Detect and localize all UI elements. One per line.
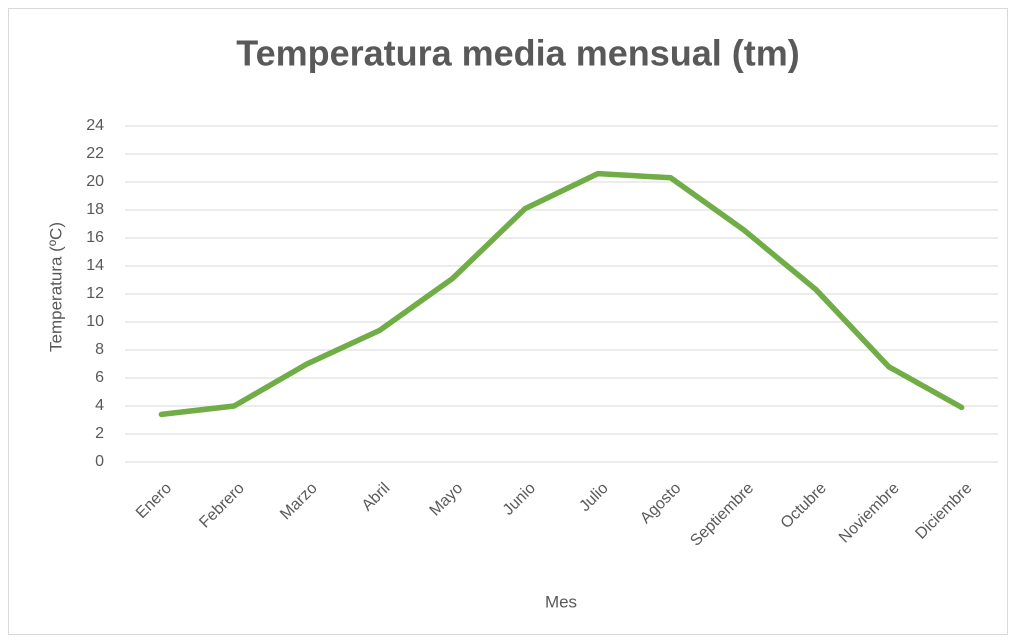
y-tick-label: 0 bbox=[95, 453, 104, 470]
y-axis-title: Temperatura (ºC) bbox=[46, 222, 65, 352]
y-tick-label: 6 bbox=[95, 369, 104, 386]
y-tick-label: 22 bbox=[86, 145, 104, 162]
y-tick-label: 18 bbox=[86, 201, 104, 218]
chart-title: Temperatura media mensual (tm) bbox=[236, 33, 799, 74]
y-tick-label: 24 bbox=[86, 117, 104, 134]
x-axis-title: Mes bbox=[545, 592, 577, 611]
y-tick-label: 14 bbox=[86, 257, 104, 274]
y-tick-label: 20 bbox=[86, 173, 104, 190]
y-tick-label: 8 bbox=[95, 341, 104, 358]
y-tick-label: 16 bbox=[86, 229, 104, 246]
y-tick-label: 2 bbox=[95, 425, 104, 442]
line-series bbox=[158, 170, 965, 418]
y-tick-label: 10 bbox=[86, 313, 104, 330]
y-tick-label: 4 bbox=[95, 397, 104, 414]
y-tick-label: 12 bbox=[86, 285, 104, 302]
